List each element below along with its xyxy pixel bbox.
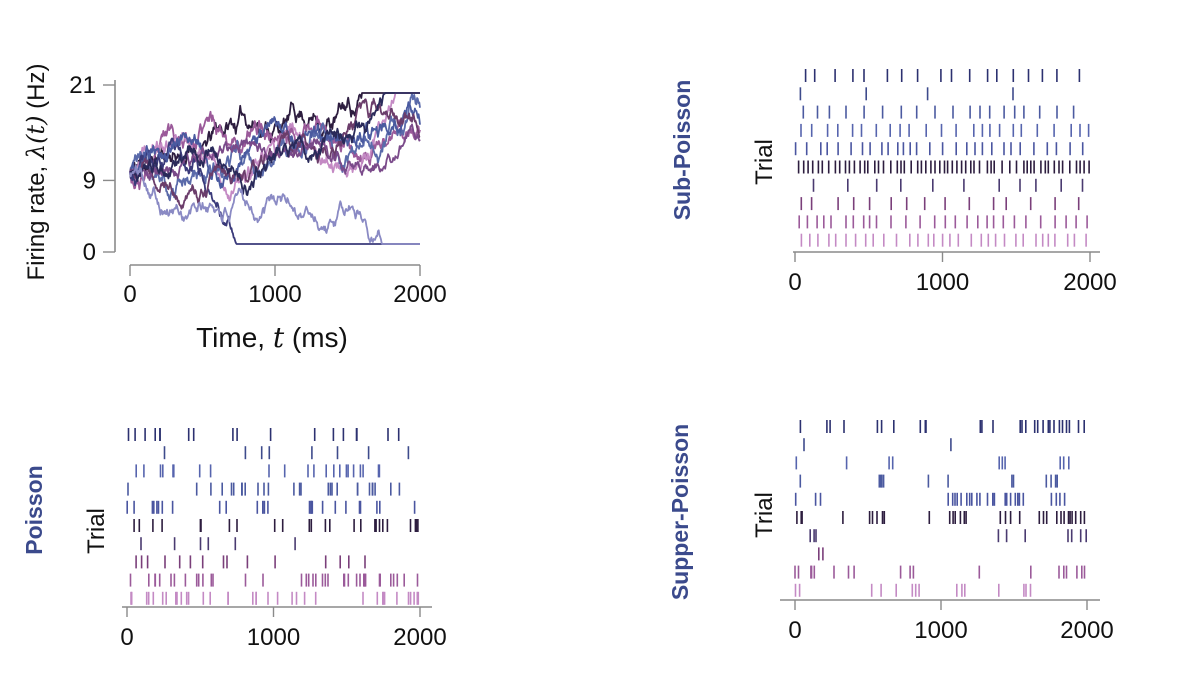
rate-y-tick-label: 21 [69, 72, 96, 99]
supper-poisson-x-ticks: 0 1000 2000 [788, 600, 1114, 644]
poisson-spikes [126, 428, 420, 605]
poisson-x-ticks: 0 1000 2000 [120, 607, 447, 651]
sub-poisson-panel: Sub-Poisson Trial 0 1000 2000 [669, 69, 1117, 296]
rate-x-ticks: 0 1000 2000 [123, 265, 447, 308]
rate-panel: 0 9 21 0 1000 2000 Firing rate, λ(t) (Hz) Ti… [22, 64, 447, 354]
rate-x-tick-label: 0 [123, 281, 136, 308]
supper-poisson-title: Supper-Poisson [667, 424, 693, 600]
rate-trace-2 [129, 110, 421, 191]
rate-y-tick-label: 0 [83, 239, 96, 266]
supper-poisson-x-tick-label: 1000 [914, 617, 967, 644]
rate-trace-9 [129, 92, 421, 197]
sub-poisson-y-axis-title: Trial [751, 139, 778, 185]
poisson-x-tick-label: 0 [120, 624, 133, 651]
poisson-y-axis-title: Trial [83, 508, 110, 554]
rate-trace-5 [129, 137, 421, 245]
supper-poisson-panel: Supper-Poisson Trial 0 1000 2000 [667, 420, 1114, 644]
sub-poisson-x-tick-label: 1000 [916, 269, 969, 296]
sub-poisson-x-tick-label: 0 [788, 269, 801, 296]
rate-y-axis-title: Firing rate, λ(t) (Hz) [22, 64, 50, 281]
supper-poisson-y-axis-title: Trial [751, 492, 778, 538]
rate-trace-4 [129, 92, 421, 202]
sub-poisson-x-ticks: 0 1000 2000 [788, 252, 1117, 296]
poisson-x-tick-label: 1000 [247, 624, 300, 651]
supper-poisson-x-tick-label: 0 [788, 617, 801, 644]
rate-trace-6 [129, 101, 421, 189]
supper-poisson-spikes [794, 420, 1087, 597]
sub-poisson-title: Sub-Poisson [669, 80, 695, 221]
rate-y-tick-label: 9 [83, 167, 96, 194]
rate-trace-10 [129, 164, 421, 245]
rate-y-ticks: 0 9 21 [69, 72, 115, 266]
rate-x-axis-title: Time, t (ms) [196, 321, 348, 354]
poisson-x-tick-label: 2000 [393, 624, 446, 651]
supper-poisson-x-tick-label: 2000 [1060, 617, 1113, 644]
sub-poisson-spikes [794, 69, 1090, 247]
rate-x-tick-label: 2000 [393, 281, 446, 308]
poisson-panel: Poisson Trial 0 1000 2000 [21, 428, 447, 651]
rate-trace-1 [129, 92, 421, 174]
rate-x-tick-label: 1000 [248, 281, 301, 308]
sub-poisson-x-tick-label: 2000 [1063, 269, 1116, 296]
poisson-title: Poisson [21, 465, 47, 554]
rate-traces [129, 92, 421, 245]
